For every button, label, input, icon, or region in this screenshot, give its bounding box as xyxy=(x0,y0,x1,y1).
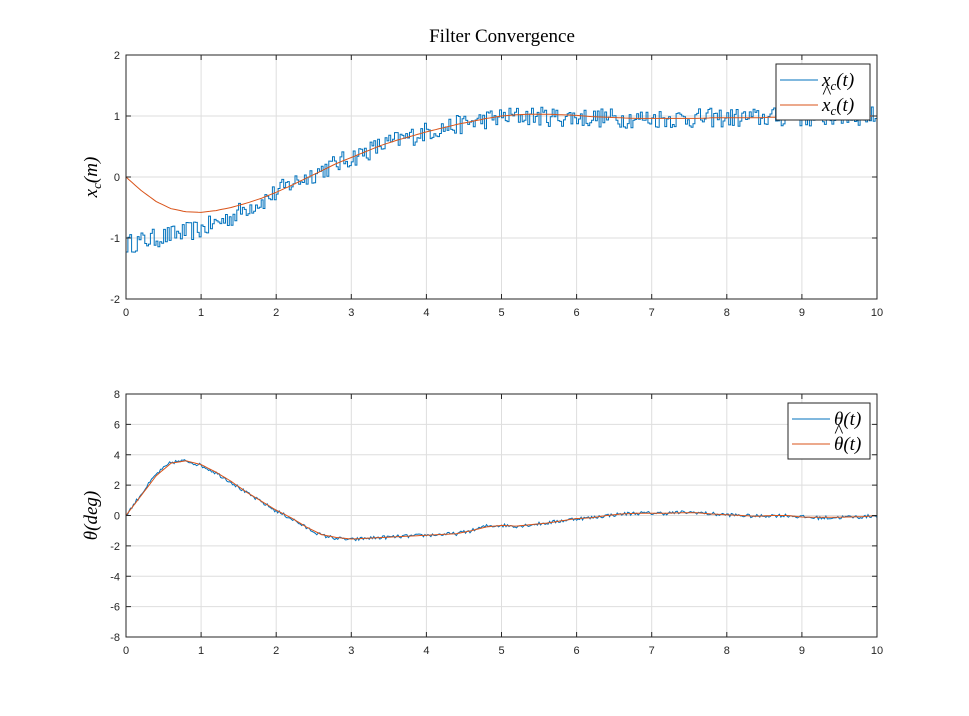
x-tick-label: 7 xyxy=(649,645,655,657)
x-tick-label: 8 xyxy=(724,645,730,657)
x-tick-label: 3 xyxy=(348,307,354,319)
x-tick-label: 9 xyxy=(799,645,805,657)
y-tick-label: -4 xyxy=(110,571,120,583)
legend: xc(t)xc(t)^ xyxy=(775,63,871,121)
legend-label-0: θ(t) xyxy=(834,409,861,430)
x-tick-label: 4 xyxy=(423,645,429,657)
y-tick-label: 0 xyxy=(114,172,120,184)
y-tick-label: 8 xyxy=(114,389,120,401)
legend-hat-1: ^ xyxy=(834,421,844,442)
y-tick-label: 6 xyxy=(114,419,120,431)
legend-label-1: xc(t) xyxy=(821,95,854,118)
y-tick-label: -2 xyxy=(110,541,120,553)
subplot-angle: 0 1 2 3 4 5 6 7 8 9 10 -8 -6 -4 -2 0 2 4 6 8 θ(deg) θ(t) θ(t)^ xyxy=(81,389,883,657)
x-tick-label: 1 xyxy=(198,645,204,657)
x-tick-label: 5 xyxy=(498,645,504,657)
x-tick-label: 6 xyxy=(574,307,580,319)
x-tick-label: 3 xyxy=(348,645,354,657)
series-line-1 xyxy=(126,113,877,213)
legend-box xyxy=(775,63,871,121)
y-axis-label: xc(m) xyxy=(81,157,104,199)
x-tick-label: 2 xyxy=(273,307,279,319)
legend-hat-1: ^ xyxy=(822,82,832,103)
x-tick-label: 9 xyxy=(799,307,805,319)
x-tick-label: 0 xyxy=(123,645,129,657)
x-tick-label: 10 xyxy=(871,307,883,319)
legend-label-1: θ(t) xyxy=(834,434,861,455)
legend-box xyxy=(787,402,871,460)
y-tick-label: 2 xyxy=(114,50,120,62)
y-tick-label: -6 xyxy=(110,602,120,614)
x-tick-label: 10 xyxy=(871,645,883,657)
chart-title: Filter Convergence xyxy=(429,26,575,47)
y-tick-label: 0 xyxy=(114,511,120,523)
subplot-position: 0 1 2 3 4 5 6 7 8 9 10 -2 -1 0 1 2 xc(m) xc(t)xc(t)^ xyxy=(81,50,883,319)
x-tick-label: 2 xyxy=(273,645,279,657)
x-tick-label: 1 xyxy=(198,307,204,319)
y-tick-label: 2 xyxy=(114,480,120,492)
y-tick-label: -1 xyxy=(110,233,120,245)
y-tick-label: -2 xyxy=(110,294,120,306)
legend: θ(t) θ(t)^ xyxy=(787,402,871,460)
x-tick-label: 0 xyxy=(123,307,129,319)
y-axis-label: θ(deg) xyxy=(81,491,102,540)
x-tick-label: 4 xyxy=(423,307,429,319)
x-tick-label: 8 xyxy=(724,307,730,319)
legend-label-0: xc(t) xyxy=(821,70,854,93)
series-line-0 xyxy=(126,106,877,253)
x-tick-label: 6 xyxy=(574,645,580,657)
y-tick-label: 1 xyxy=(114,111,120,123)
y-tick-label: 4 xyxy=(114,450,120,462)
series-line-1 xyxy=(126,460,877,540)
x-tick-label: 7 xyxy=(649,307,655,319)
y-tick-label: -8 xyxy=(110,632,120,644)
x-tick-label: 5 xyxy=(498,307,504,319)
